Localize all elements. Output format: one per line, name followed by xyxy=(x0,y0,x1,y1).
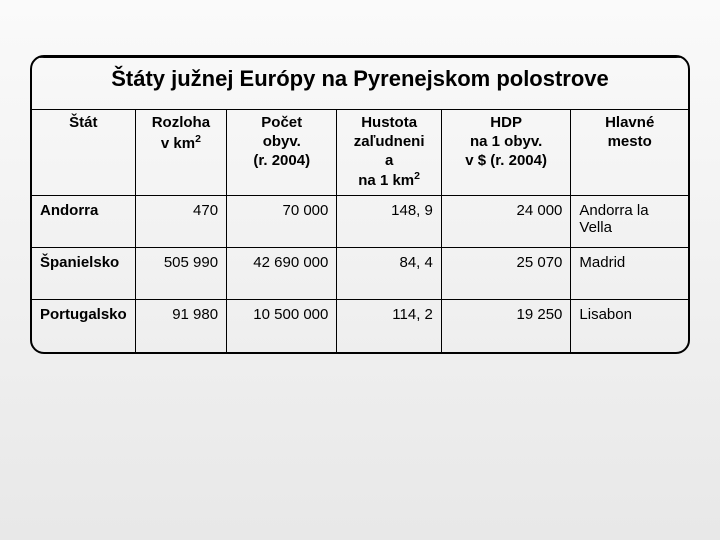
cell-density: 84, 4 xyxy=(337,248,442,300)
country-table-container: Štáty južnej Európy na Pyrenejskom polos… xyxy=(30,55,690,354)
col-header-pop: Početobyv.(r. 2004) xyxy=(227,110,337,196)
cell-pop: 42 690 000 xyxy=(227,248,337,300)
cell-capital: Madrid xyxy=(571,248,688,300)
cell-gdp: 25 070 xyxy=(441,248,571,300)
country-table: Štáty južnej Európy na Pyrenejskom polos… xyxy=(32,57,688,352)
cell-area: 505 990 xyxy=(135,248,226,300)
table-row: Andorra 470 70 000 148, 9 24 000 Andorra… xyxy=(32,196,688,248)
col-header-gdp: HDPna 1 obyv.v $ (r. 2004) xyxy=(441,110,571,196)
table-row: Španielsko 505 990 42 690 000 84, 4 25 0… xyxy=(32,248,688,300)
cell-pop: 70 000 xyxy=(227,196,337,248)
cell-area: 91 980 xyxy=(135,300,226,352)
cell-state: Španielsko xyxy=(32,248,135,300)
col-header-area: Rozlohav km2 xyxy=(135,110,226,196)
cell-state: Portugalsko xyxy=(32,300,135,352)
cell-gdp: 19 250 xyxy=(441,300,571,352)
col-header-state: Štát xyxy=(32,110,135,196)
cell-state: Andorra xyxy=(32,196,135,248)
cell-gdp: 24 000 xyxy=(441,196,571,248)
cell-area: 470 xyxy=(135,196,226,248)
cell-capital: Lisabon xyxy=(571,300,688,352)
cell-capital: Andorra la Vella xyxy=(571,196,688,248)
header-row: Štát Rozlohav km2 Početobyv.(r. 2004) Hu… xyxy=(32,110,688,196)
col-header-capital: Hlavnémesto xyxy=(571,110,688,196)
col-header-density: Hustotazaľudneniana 1 km2 xyxy=(337,110,442,196)
cell-density: 148, 9 xyxy=(337,196,442,248)
cell-density: 114, 2 xyxy=(337,300,442,352)
cell-pop: 10 500 000 xyxy=(227,300,337,352)
table-title: Štáty južnej Európy na Pyrenejskom polos… xyxy=(32,58,688,110)
title-row: Štáty južnej Európy na Pyrenejskom polos… xyxy=(32,58,688,110)
table-row: Portugalsko 91 980 10 500 000 114, 2 19 … xyxy=(32,300,688,352)
